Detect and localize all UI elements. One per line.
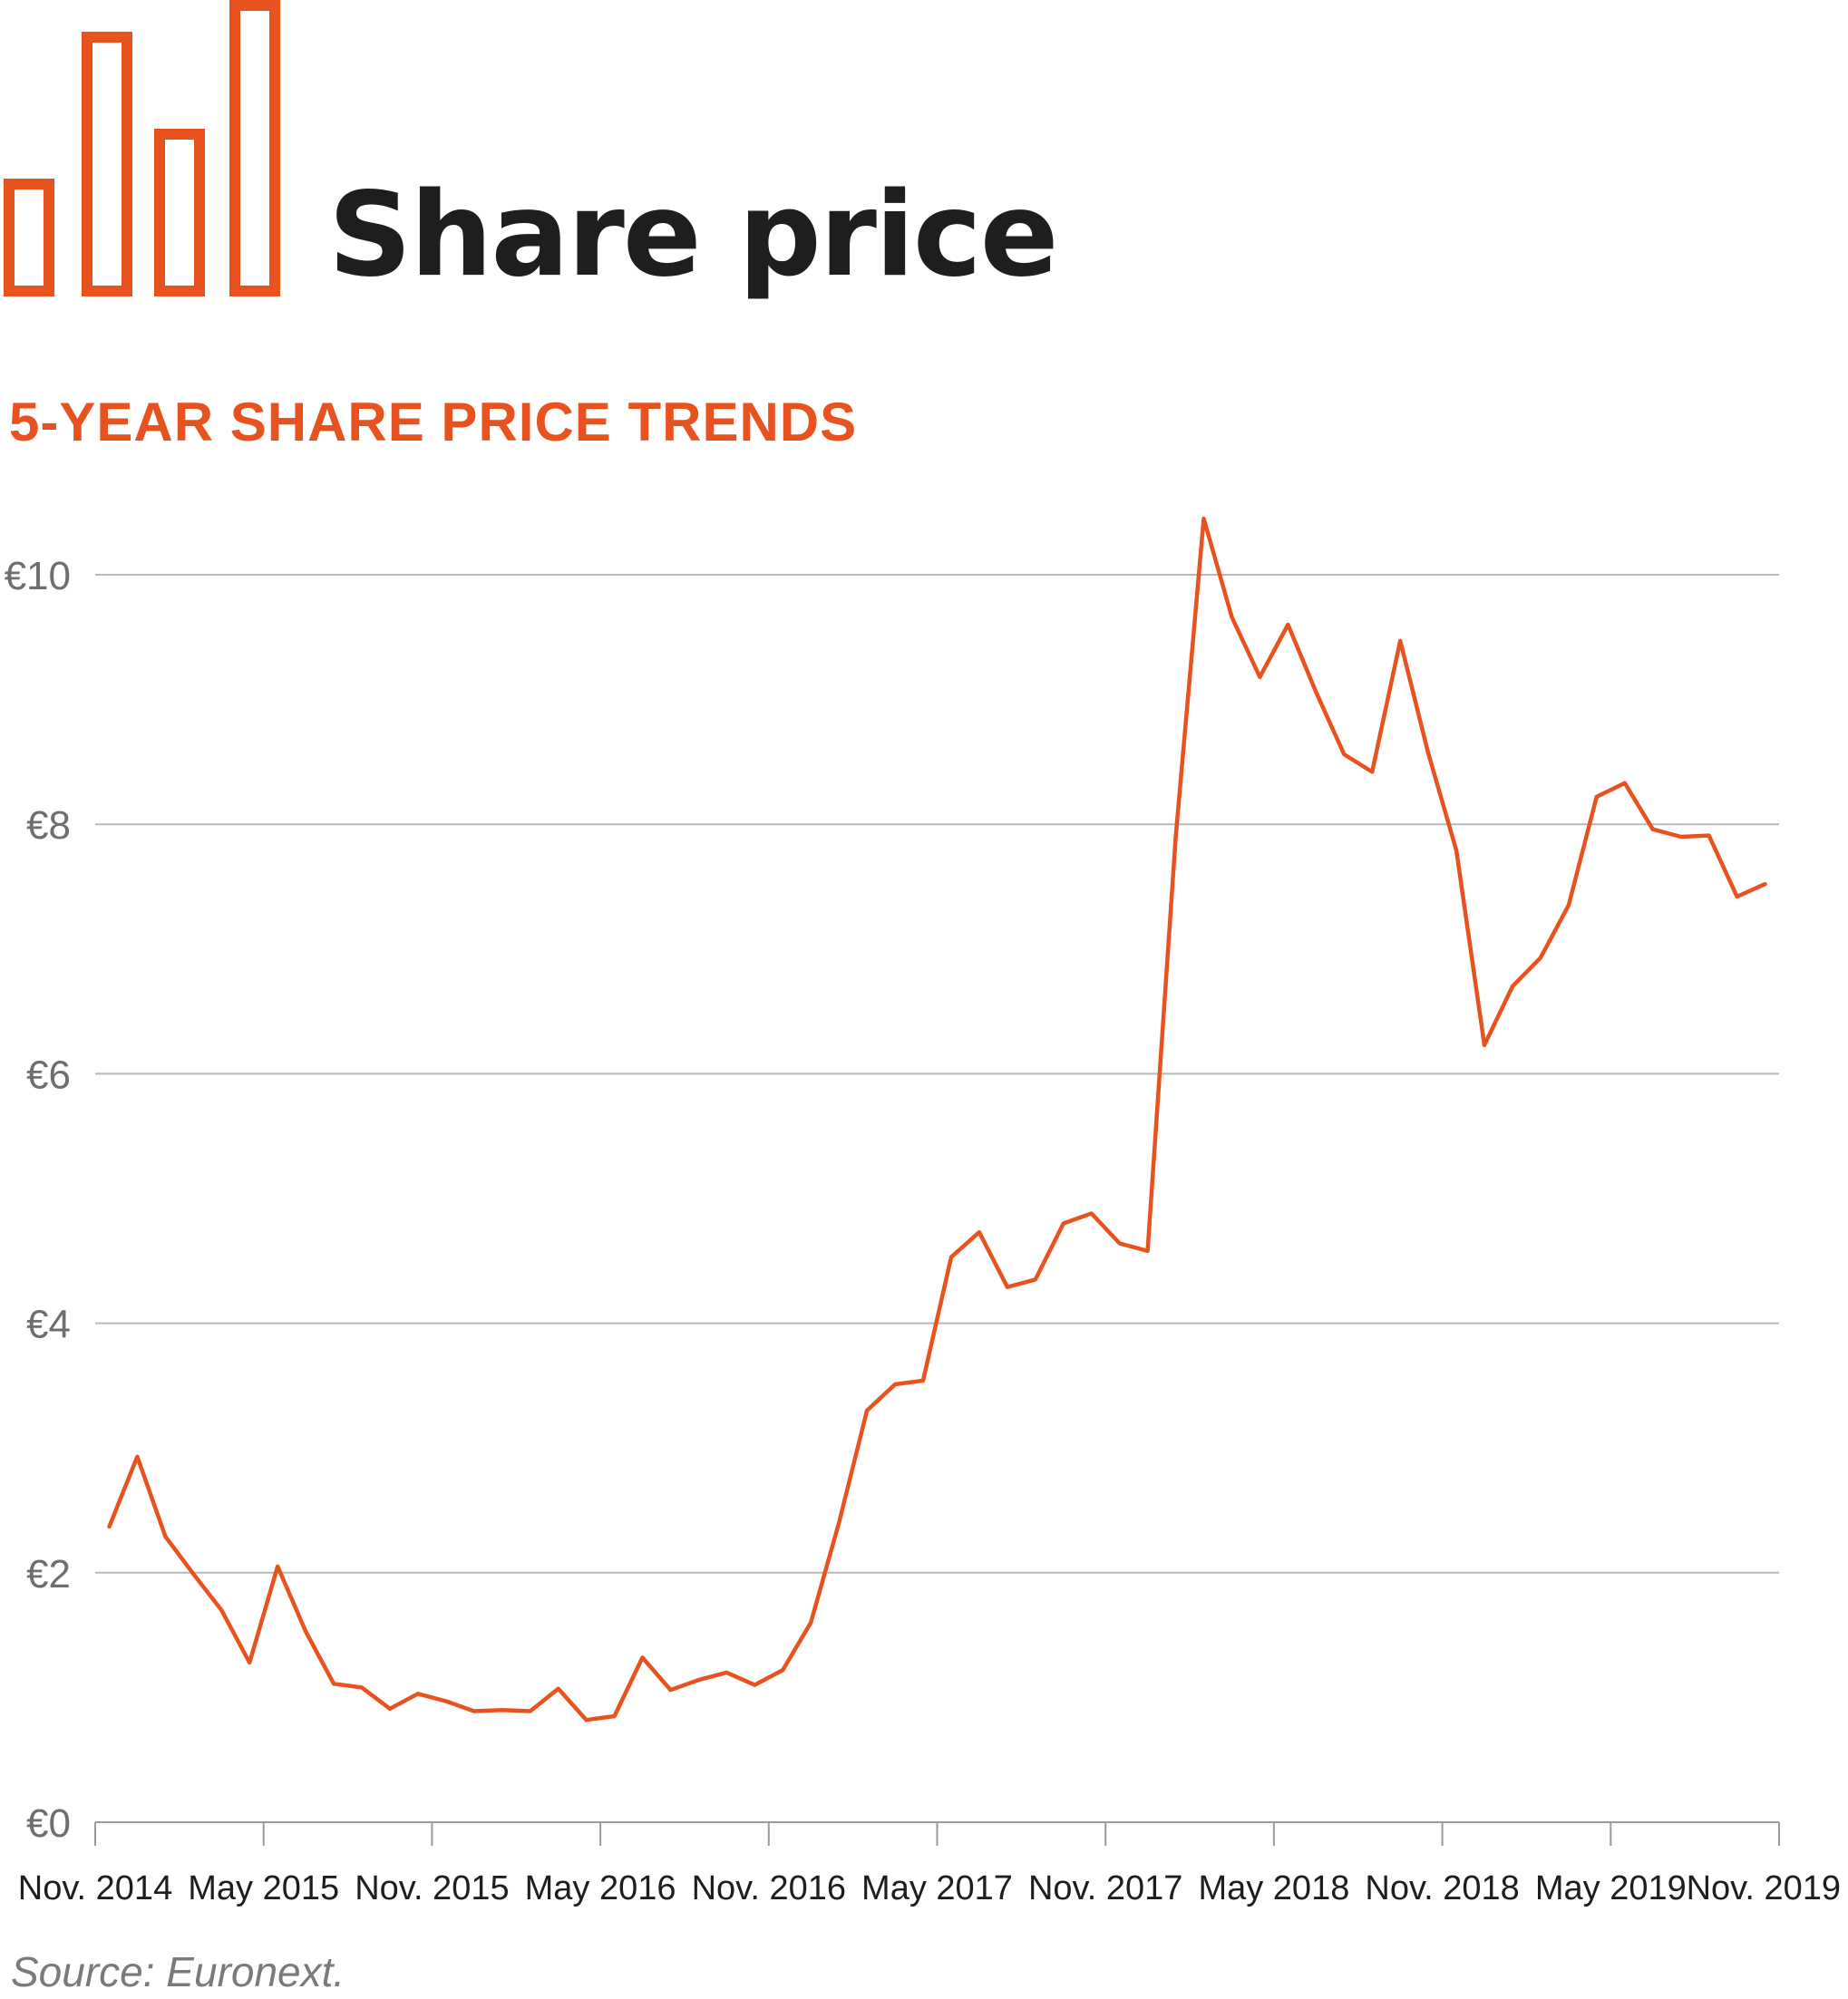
logo-bar-3	[154, 129, 205, 296]
y-tick-label: €8	[26, 803, 71, 848]
y-tick-label: €4	[26, 1303, 71, 1347]
source-note: Source: Euronext.	[11, 1948, 345, 1995]
x-tick-label: Nov. 2017	[1028, 1869, 1182, 1907]
logo-bar-2	[82, 32, 132, 296]
y-tick-label: €6	[26, 1053, 71, 1097]
y-tick-label: €10	[5, 554, 71, 598]
logo-bar-1	[4, 179, 54, 296]
share-price-chart: €0 €2 €4 €6 €8 €10 Nov. 2014 May 2015 Nov. 2015 M…	[5, 516, 1841, 1907]
x-tick-label: Nov. 2018	[1365, 1869, 1519, 1907]
series-line	[107, 516, 1767, 1722]
y-tick-label: €0	[26, 1801, 71, 1846]
x-tick-label: May 2017	[861, 1869, 1013, 1907]
x-tick-label: May 2019	[1535, 1869, 1687, 1907]
x-tick-label: May 2015	[188, 1869, 339, 1907]
y-tick-label: €2	[26, 1552, 71, 1596]
bar-chart-icon	[4, 0, 280, 296]
logo-bar-4	[229, 0, 280, 296]
chart-subtitle: 5-YEAR SHARE PRICE TRENDS	[9, 392, 858, 452]
x-tick-label: May 2016	[525, 1869, 676, 1907]
page-title: Share price	[328, 168, 1058, 303]
x-tick-label: Nov. 2016	[692, 1869, 846, 1907]
x-tick-label: Nov. 2019	[1687, 1869, 1841, 1907]
x-tick-label: Nov. 2014	[18, 1869, 172, 1907]
x-tick-label: Nov. 2015	[355, 1869, 509, 1907]
x-tick-label: May 2018	[1198, 1869, 1349, 1907]
